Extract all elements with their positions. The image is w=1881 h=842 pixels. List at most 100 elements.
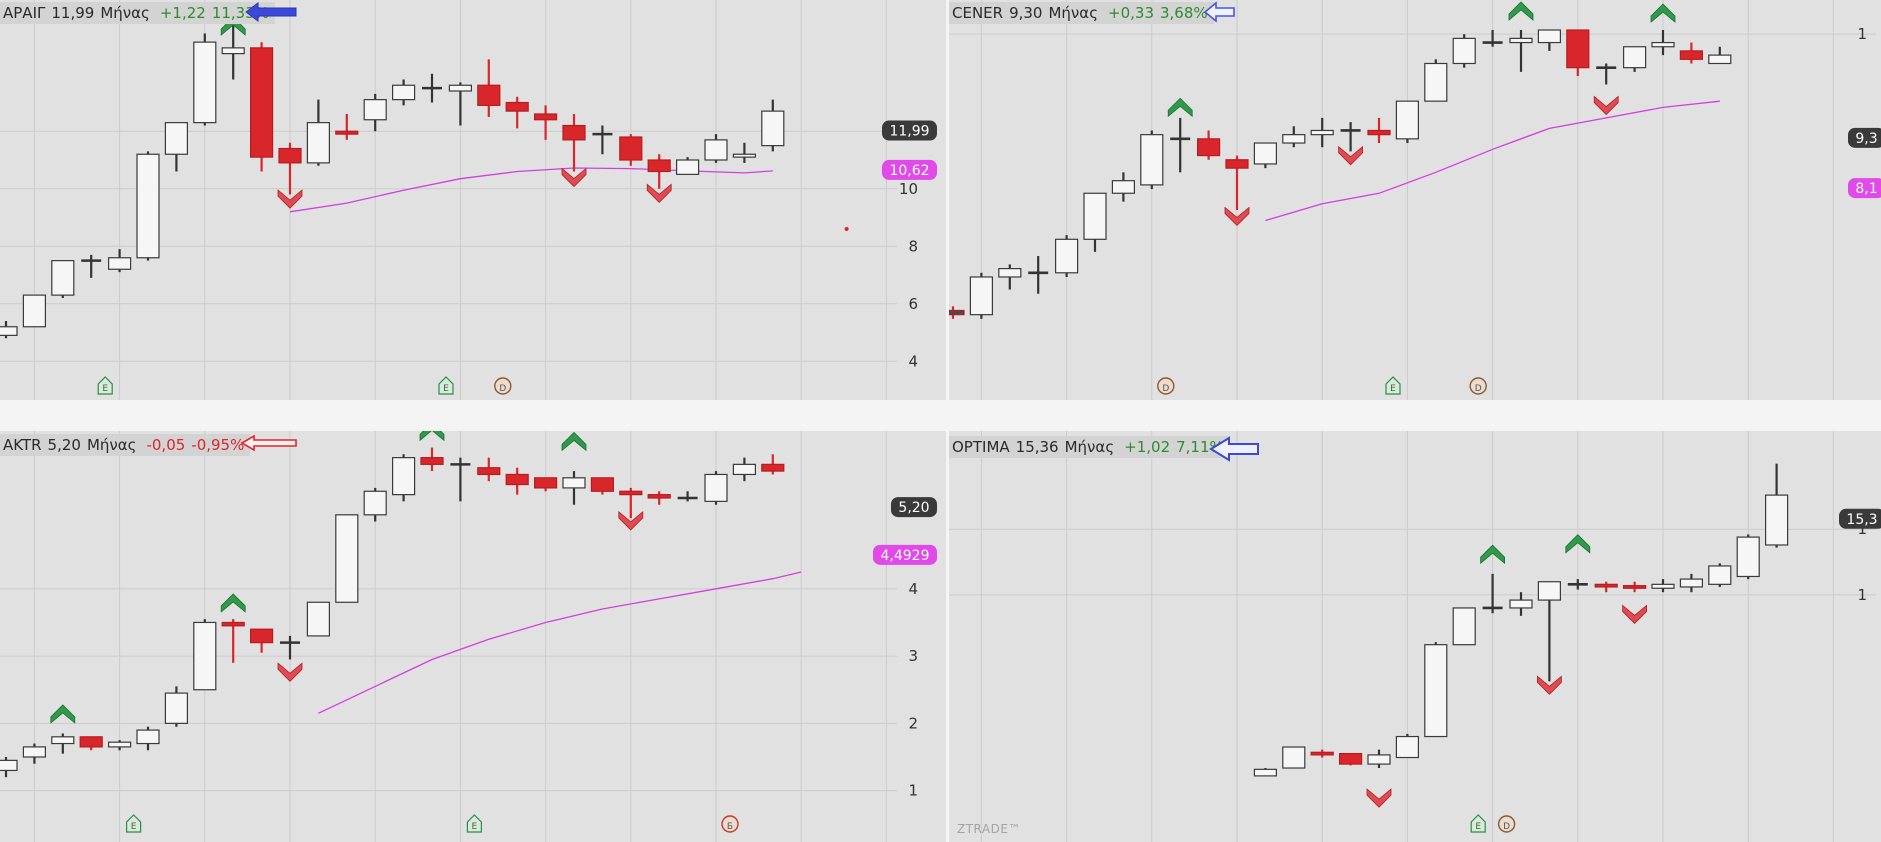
sell-signal-icon [646,183,672,203]
candle [998,264,1022,290]
candle [1395,733,1419,759]
candle [221,22,245,80]
chart-panel-optima[interactable]: 1 1 E D 15,3 OPTIMA 15,36 Μήνας +1,02 7,11% … [949,431,1881,842]
y-tick-label: 8 [908,237,918,255]
left-arrow-icon[interactable] [1203,0,1237,24]
sell-signal-icon [561,167,587,188]
candle-body [1651,583,1675,589]
event-marker-icon: E [97,376,113,395]
candle [136,151,160,261]
candle-body [562,124,586,141]
candle [107,249,132,273]
candle [619,134,643,166]
candle-body [590,477,615,492]
moving-average-line [289,167,773,213]
candle [1170,117,1191,173]
candle-body [1622,585,1647,589]
candle [1310,117,1334,148]
chart-canvas[interactable]: 1 1 E D 15,3 [949,431,1881,842]
candle-body [1424,644,1448,738]
event-marker-icon: E [1385,376,1401,395]
candle-body [306,601,330,637]
candle [1622,581,1647,593]
interval-label: Μήνας [1048,4,1099,22]
event-marker-icon: D [1157,377,1175,395]
candle-body [1197,138,1221,157]
candle [164,686,188,727]
candle-body [1054,238,1079,274]
dividend-marker-icon [494,377,512,395]
left-arrow-icon[interactable] [1209,435,1261,463]
left-arrow-icon[interactable] [244,0,298,24]
chart-title-bar: AKTR 5,20 Μήνας -0,05 -0,95% [0,434,251,456]
candle-body [1395,100,1419,140]
event-marker-letter: E [1475,822,1481,832]
candle-body [1708,54,1732,65]
buy-signal-icon [220,593,246,613]
price-label: 11,99 [51,4,95,22]
candle-body [1083,192,1107,240]
chart-canvas[interactable]: 12023Απρ'23Ιουλ'23Οκτ'232024Απρ'24Ιουλ'2… [949,0,1881,400]
candle [1395,100,1419,144]
price-label: 5,20 [47,436,81,454]
candle-body [0,326,18,336]
candle [1537,581,1562,682]
candle [448,82,472,126]
candle [1054,235,1079,277]
marker-dot [844,227,849,231]
candle [1452,34,1476,68]
candle [1197,130,1221,160]
candle [1367,117,1391,144]
candle [22,294,46,328]
chart-canvas[interactable]: 1 2 3 4 E E Б 5,20 4,4929 [0,431,946,842]
candle [1708,563,1732,587]
moving-average-tag-bg [873,544,937,565]
candle [1708,46,1732,65]
chart-panel-aktr[interactable]: 1 2 3 4 E E Б 5,20 4,4929 AKTR 5,20 Μήνας -0,05 … [0,431,946,842]
last-price-tag-bg [891,497,937,518]
moving-average-tag-text: 4,4929 [881,548,930,564]
last-price-tag-text: 5,20 [898,500,929,516]
last-price-tag-bg [1839,508,1881,529]
chart-canvas[interactable]: 46810122023Απρ'23Ιουλ'23Οκτ'232024Απρ'24… [0,0,946,400]
candle [1310,749,1334,758]
candle-body [0,759,18,772]
candle [533,477,558,492]
candle-body [107,741,132,748]
candle-body [1679,50,1704,60]
candle-body [732,463,757,476]
candle [1596,63,1617,85]
candle [1111,172,1135,202]
chart-panel-cener[interactable]: 12023Απρ'23Ιουλ'23Οκτ'232024Απρ'24Ιουλ'2… [949,0,1881,400]
candle [107,740,132,751]
candle [422,73,442,103]
candle [193,33,217,126]
candle [1651,30,1675,56]
candle-body [704,139,728,161]
earnings-marker-icon [1470,814,1486,833]
y-tick-label: 6 [908,295,918,313]
candle-body [1594,583,1618,588]
interval-label: Μήνας [86,436,137,454]
candle-body [164,122,188,155]
candle-body [505,101,529,112]
candle [1424,59,1448,102]
candle-body [1509,37,1533,44]
candle [51,260,75,298]
chart-title-bar: CENER 9,30 Μήνας +0,33 3,68% [949,2,1214,24]
candle [732,142,757,163]
left-arrow-icon[interactable] [240,433,298,453]
panel-divider-horizontal [0,400,1881,431]
dividend-marker-icon [1469,377,1487,395]
candle-body [136,153,160,259]
y-tick-label: 3 [908,647,918,665]
symbol-label: CENER [952,4,1004,22]
candle-body [675,159,700,175]
candle [1253,768,1277,777]
candle [221,619,245,663]
candle [306,99,330,166]
watermark: ZTRADE™ [957,822,1021,836]
chart-panel-araig[interactable]: 46810122023Απρ'23Ιουλ'23Οκτ'232024Απρ'24… [0,0,946,400]
candle [647,491,671,505]
candle-body [335,514,359,603]
